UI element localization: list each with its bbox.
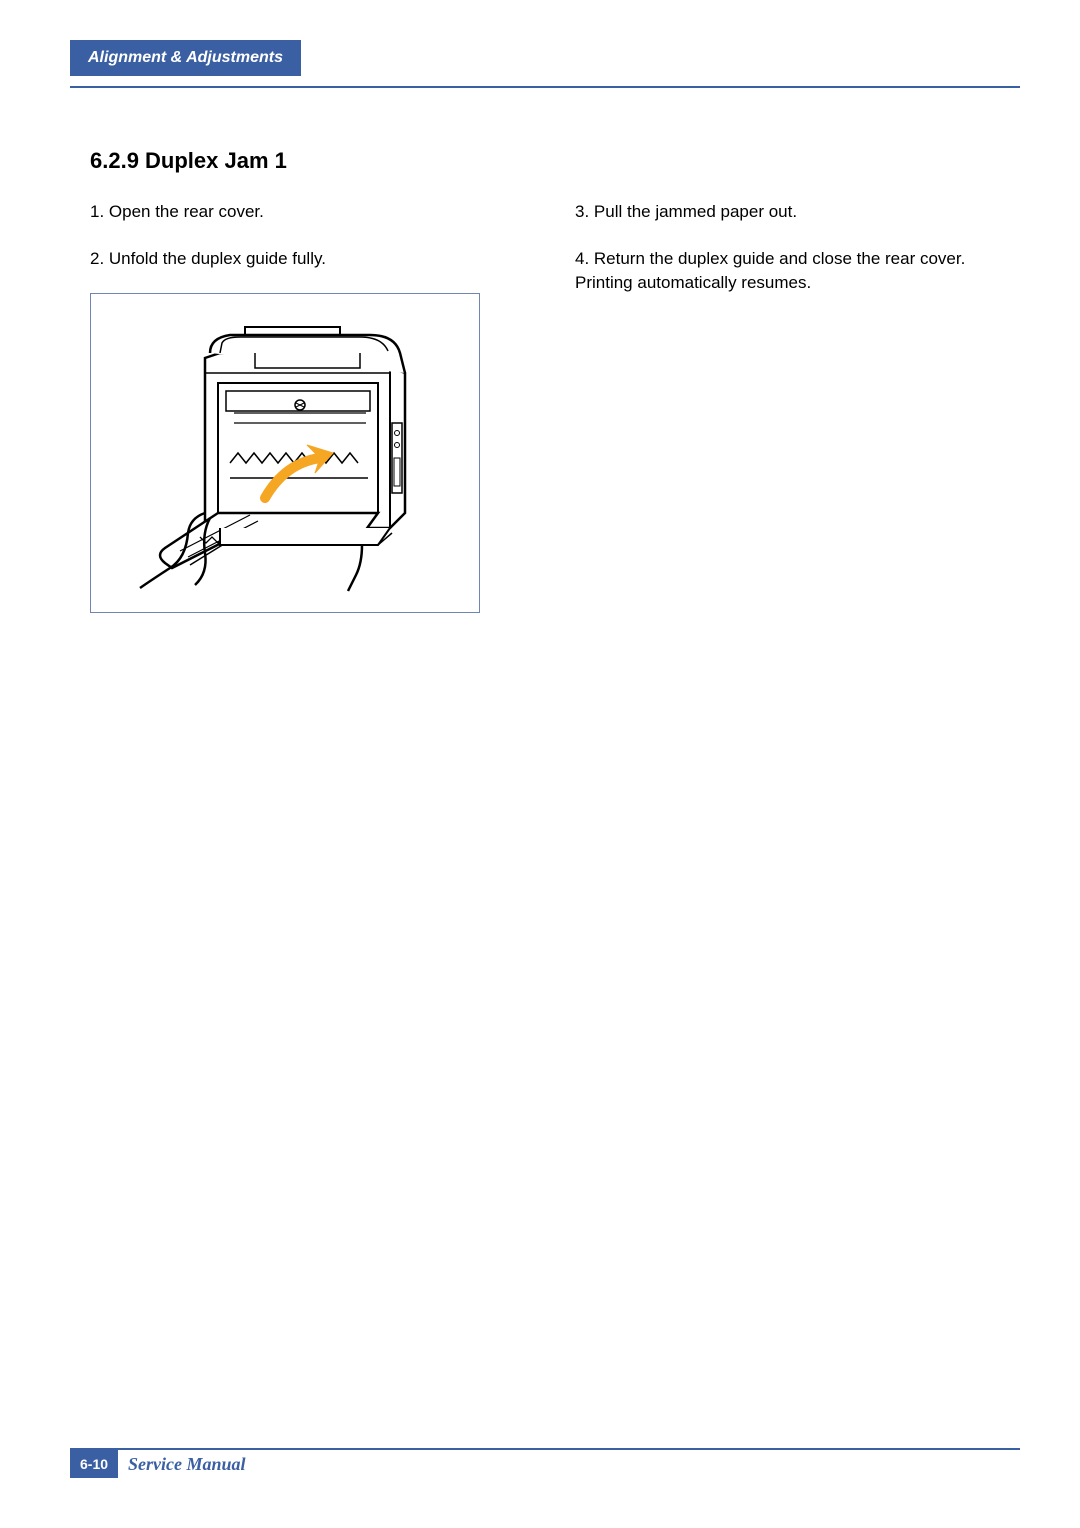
page-number: 6-10 — [70, 1450, 118, 1478]
page: Alignment & Adjustments 6.2.9 Duplex Jam… — [0, 0, 1080, 1528]
footer-bar: 6-10 Service Manual — [70, 1450, 1020, 1478]
step-2: 2. Unfold the duplex guide fully. — [90, 247, 535, 272]
section-title: 6.2.9 Duplex Jam 1 — [90, 148, 1020, 174]
printer-diagram-icon — [110, 313, 460, 593]
content-columns: 1. Open the rear cover. 2. Unfold the du… — [90, 200, 1020, 613]
step-4: 4. Return the duplex guide and close the… — [575, 247, 1020, 296]
step-1: 1. Open the rear cover. — [90, 200, 535, 225]
column-left: 1. Open the rear cover. 2. Unfold the du… — [90, 200, 535, 613]
figure-printer-rear — [90, 293, 480, 613]
header: Alignment & Adjustments — [70, 40, 1020, 78]
header-rule — [70, 86, 1020, 88]
footer: 6-10 Service Manual — [70, 1448, 1020, 1478]
footer-doc-title: Service Manual — [128, 1454, 246, 1475]
column-right: 3. Pull the jammed paper out. 4. Return … — [575, 200, 1020, 613]
header-tab: Alignment & Adjustments — [70, 40, 301, 76]
step-3: 3. Pull the jammed paper out. — [575, 200, 1020, 225]
